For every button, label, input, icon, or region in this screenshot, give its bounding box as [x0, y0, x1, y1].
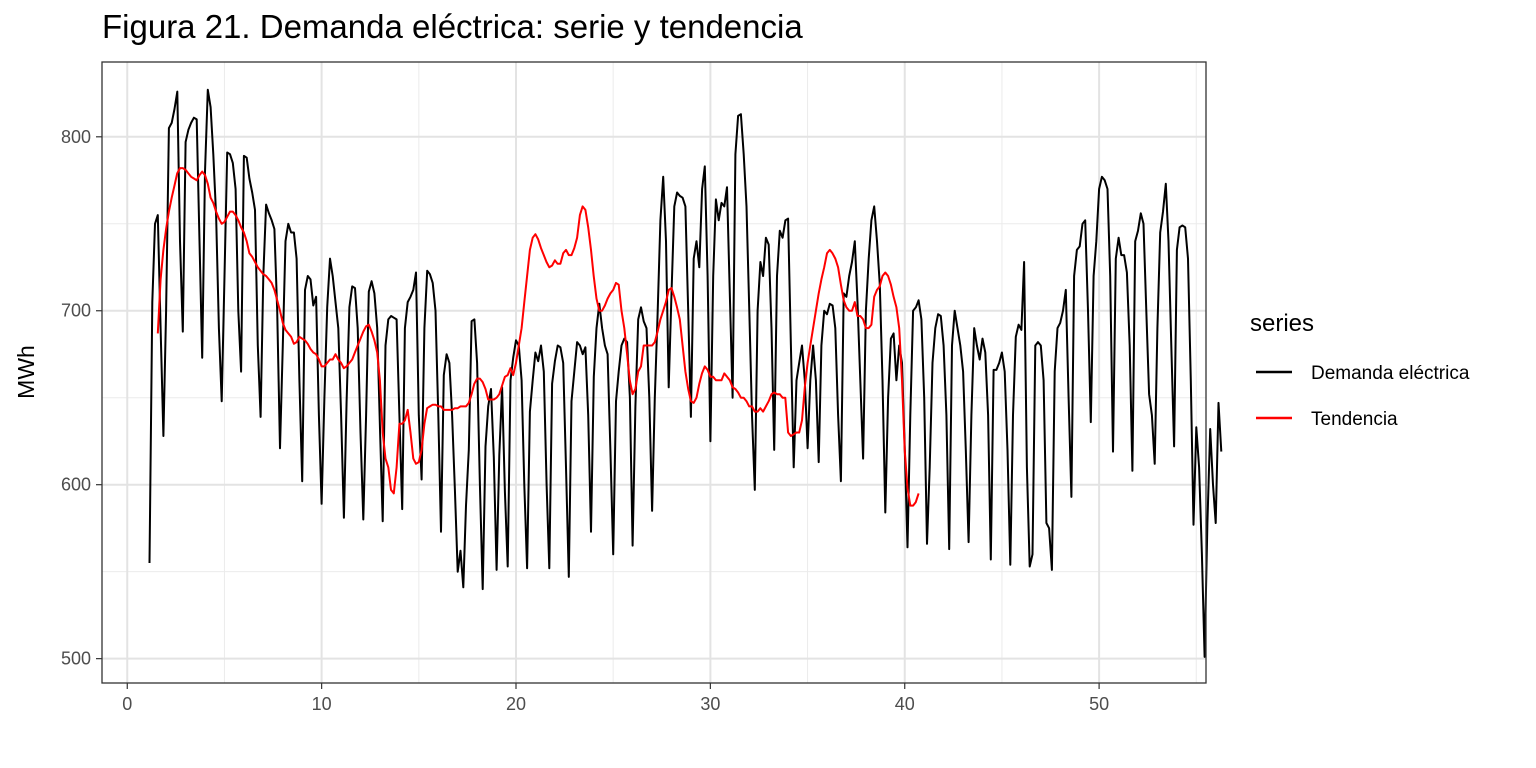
- grid-major: [102, 62, 1206, 683]
- y-tick-label: 700: [61, 301, 91, 321]
- legend-label-tendencia: Tendencia: [1311, 409, 1398, 430]
- y-tick-label: 800: [61, 127, 91, 147]
- x-tick-label: 20: [506, 694, 526, 714]
- y-tick-label: 500: [61, 649, 91, 669]
- y-axis-title: MWh: [13, 345, 39, 399]
- series-layer: [148, 88, 1223, 658]
- x-tick-label: 40: [895, 694, 915, 714]
- legend-label-demanda-electrica: Demanda eléctrica: [1311, 363, 1470, 384]
- x-tick-label: 30: [700, 694, 720, 714]
- grid-minor: [102, 62, 1206, 683]
- legend-title: series: [1250, 310, 1314, 337]
- chart-title: Figura 21. Demanda eléctrica: serie y te…: [102, 8, 803, 45]
- y-axis: 500 600 700 800: [61, 127, 102, 669]
- plot-panel-border: [101, 61, 1207, 684]
- x-tick-label: 0: [122, 694, 132, 714]
- x-axis: 0 10 20 30 40 50: [122, 683, 1109, 714]
- x-tick-label: 10: [312, 694, 332, 714]
- legend: series Demanda eléctrica Tendencia: [1250, 310, 1470, 430]
- series-line-tendencia: [156, 167, 920, 507]
- y-tick-label: 600: [61, 475, 91, 495]
- series-line-demanda-electrica: [148, 88, 1223, 658]
- x-tick-label: 50: [1089, 694, 1109, 714]
